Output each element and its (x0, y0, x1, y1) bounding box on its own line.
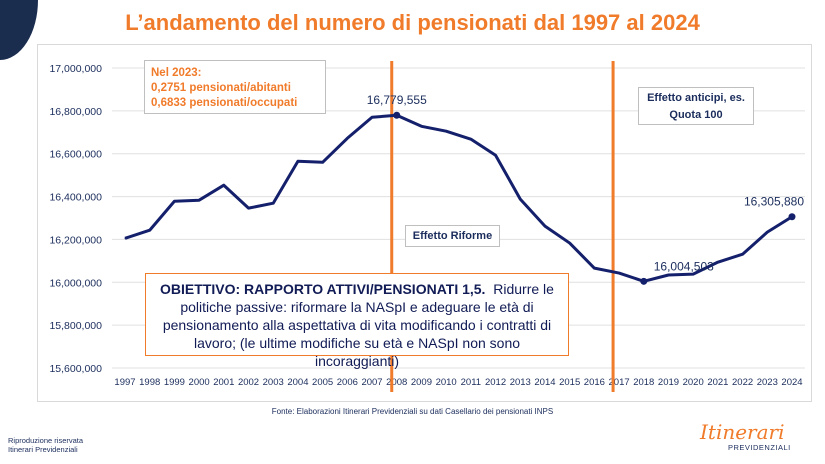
note-anticipi-line: Effetto anticipi, es. (647, 92, 745, 104)
highlighted-point (788, 213, 796, 221)
y-tick-label: 16,400,000 (49, 192, 102, 204)
y-tick-label: 15,600,000 (49, 363, 102, 375)
x-tick-label: 2022 (732, 377, 753, 388)
x-tick-label: 2011 (461, 377, 481, 388)
x-tick-label: 2010 (436, 377, 457, 388)
data-point (544, 225, 546, 227)
data-point (717, 261, 719, 263)
data-point (346, 137, 348, 139)
data-point (667, 274, 669, 276)
note-riforme: Effetto Riforme (405, 225, 500, 247)
series-line (124, 113, 793, 283)
data-point (124, 237, 126, 239)
x-tick-label: 2007 (361, 377, 382, 388)
data-point (495, 154, 497, 156)
goal-text: Ridurre le politiche passive: riformare … (162, 281, 554, 369)
goal-heading: OBIETTIVO: RAPPORTO ATTIVI/PENSIONATI 1,… (160, 281, 486, 297)
data-point (173, 200, 175, 202)
x-tick-label: 2021 (707, 377, 728, 388)
logo: Itinerari (700, 420, 785, 444)
data-point (470, 138, 472, 140)
goal-box: OBIETTIVO: RAPPORTO ATTIVI/PENSIONATI 1,… (145, 273, 569, 369)
copyright-line: Itinerari Previdenziali (8, 445, 78, 454)
x-tick-label: 2016 (584, 377, 605, 388)
source-note: Fonte: Elaborazioni Itinerari Previdenzi… (271, 407, 554, 416)
data-point (149, 229, 151, 231)
data-point (223, 184, 225, 186)
x-tick-label: 2001 (213, 377, 234, 388)
x-tick-label: 2019 (658, 377, 679, 388)
data-point (692, 273, 694, 275)
data-label: 16,305,880 (744, 195, 804, 209)
note-anticipi-line: Quota 100 (669, 109, 723, 121)
data-point (198, 199, 200, 201)
x-tick-label: 2009 (411, 377, 432, 388)
note-2023: Nel 2023: 0,2751 pensionati/abitanti 0,6… (144, 60, 326, 114)
x-tick-label: 2008 (386, 377, 407, 388)
data-point (766, 231, 768, 233)
y-tick-label: 16,200,000 (49, 234, 102, 246)
data-point (248, 207, 250, 209)
data-point (297, 160, 299, 162)
data-point (445, 130, 447, 132)
highlighted-point (640, 277, 648, 285)
x-tick-label: 2020 (683, 377, 704, 388)
x-tick-label: 2015 (559, 377, 580, 388)
copyright-line: Riproduzione riservata (8, 436, 84, 445)
data-point (371, 116, 373, 118)
x-tick-label: 1997 (114, 377, 135, 388)
x-tick-label: 2002 (238, 377, 259, 388)
data-point (618, 272, 620, 274)
logo-subtitle: PREVIDENZIALI (728, 443, 791, 452)
x-tick-label: 2006 (337, 377, 358, 388)
data-point (742, 253, 744, 255)
x-tick-label: 2023 (757, 377, 778, 388)
note-2023-line: Nel 2023: (151, 67, 202, 79)
x-tick-label: 2004 (287, 377, 308, 388)
data-point (272, 202, 274, 204)
data-label: 16,004,503 (654, 259, 714, 273)
note-anticipi: Effetto anticipi, es. Quota 100 (638, 87, 754, 125)
data-point (519, 198, 521, 200)
highlighted-point (393, 111, 401, 119)
x-tick-label: 2003 (263, 377, 284, 388)
y-tick-label: 17,000,000 (49, 63, 102, 75)
y-tick-label: 16,800,000 (49, 106, 102, 118)
data-point (569, 242, 571, 244)
y-tick-label: 16,000,000 (49, 277, 102, 289)
x-tick-label: 2014 (534, 377, 555, 388)
y-tick-label: 16,600,000 (49, 149, 102, 161)
x-tick-label: 2012 (485, 377, 506, 388)
x-tick-label: 1998 (139, 377, 160, 388)
note-2023-line: 0,2751 pensionati/abitanti (151, 82, 291, 94)
x-tick-label: 2005 (312, 377, 333, 388)
x-tick-label: 2000 (189, 377, 210, 388)
y-tick-label: 15,800,000 (49, 320, 102, 332)
x-tick-label: 1999 (164, 377, 185, 388)
data-point (420, 125, 422, 127)
x-tick-label: 2017 (609, 377, 630, 388)
page-title: L’andamento del numero di pensionati dal… (125, 10, 700, 35)
x-tick-label: 2024 (781, 377, 802, 388)
note-2023-line: 0,6833 pensionati/occupati (151, 97, 298, 109)
x-tick-label: 2013 (510, 377, 531, 388)
data-point (593, 267, 595, 269)
data-label: 16,779,555 (367, 93, 427, 107)
x-tick-label: 2018 (633, 377, 654, 388)
data-point (322, 161, 324, 163)
copyright-note: Riproduzione riservata Itinerari Previden… (8, 436, 83, 454)
